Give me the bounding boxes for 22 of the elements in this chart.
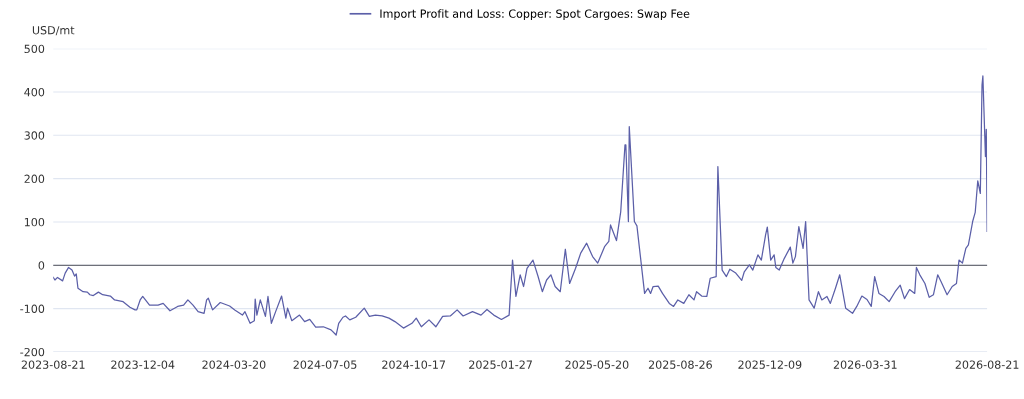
y-axis-title: USD/mt [32,25,75,36]
y-tick-label: 100 [24,217,45,227]
x-tick-label: 2024-07-05 [293,360,357,369]
x-tick-label: 2023-12-04 [111,360,175,369]
x-tick-label: 2025-12-09 [738,360,802,369]
x-tick-label: 2026-03-31 [833,360,897,369]
x-tick-label: 2025-01-27 [469,360,532,369]
y-tick-label: 500 [24,44,45,54]
y-tick-label: 200 [24,174,45,184]
x-tick-label: 2023-08-21 [21,360,85,369]
x-tick-label: 2024-10-17 [382,360,446,369]
x-tick-label: 2025-08-26 [648,360,712,369]
x-tick-label: 2026-08-21 [955,360,1019,369]
y-tick-label: 400 [24,87,45,97]
legend-label: Import Profit and Loss: Copper: Spot Cargoes: Swap Fee [380,9,690,20]
x-tick-label: 2024-03-20 [202,360,266,369]
y-tick-label: 300 [24,131,45,140]
x-tick-label: 2025-05-20 [565,360,629,369]
y-tick-label: -100 [20,304,45,313]
y-tick-label: -200 [20,347,45,357]
line-series [53,75,988,336]
y-tick-label: 0 [38,261,45,270]
